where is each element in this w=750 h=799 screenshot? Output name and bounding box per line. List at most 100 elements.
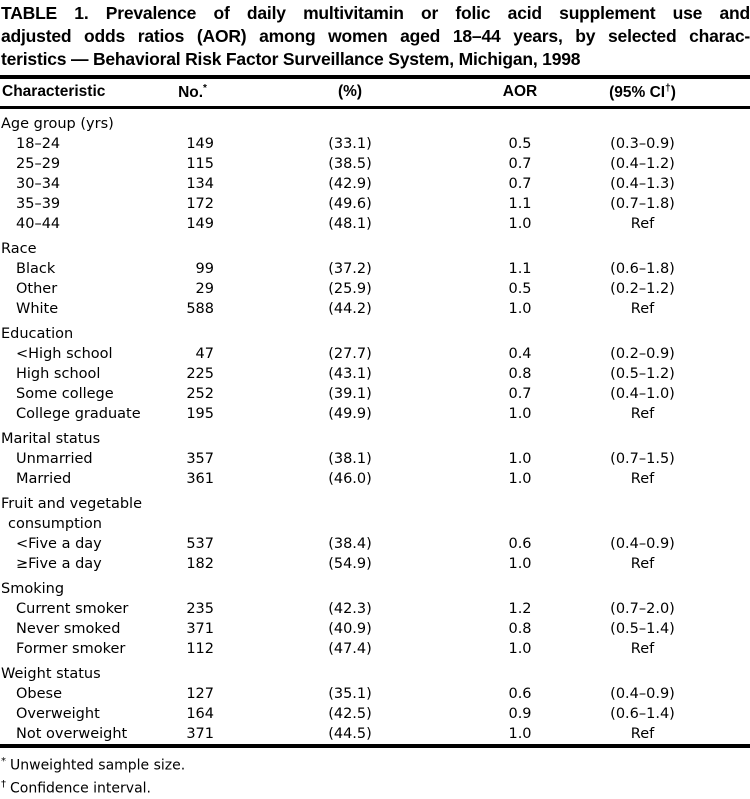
cell-percent: (27.7) — [328, 345, 372, 362]
section-header-row: Weight status — [0, 659, 750, 684]
cell-no: 195 — [186, 405, 214, 422]
cell-characteristic: <High school — [16, 345, 113, 362]
cell-aor: 1.0 — [508, 300, 532, 317]
cell-aor: 0.5 — [508, 280, 532, 297]
cell-percent: (46.0) — [328, 470, 372, 487]
data-table: Characteristic No.* (%) AOR (95% CI†) Ag… — [0, 79, 750, 744]
section-header-row: Smoking — [0, 574, 750, 599]
cell-ci: Ref — [630, 470, 655, 487]
section-header-row: Education — [0, 319, 750, 344]
table-row: Unmarried 357 (38.1) 1.0 (0.7–1.5) — [0, 449, 750, 469]
cell-no: 225 — [186, 365, 214, 382]
cell-percent: (49.6) — [328, 195, 372, 212]
cell-aor: 0.4 — [508, 345, 532, 362]
cell-aor: 0.5 — [508, 135, 532, 152]
cell-characteristic: 18–24 — [16, 135, 61, 152]
cell-no: 182 — [186, 555, 214, 572]
cell-characteristic: 25–29 — [16, 155, 61, 172]
cell-percent: (42.3) — [328, 600, 372, 617]
cell-no: 149 — [186, 215, 214, 232]
cell-no: 115 — [186, 155, 214, 172]
section-label: Race — [1, 240, 37, 257]
cell-ci: Ref — [630, 405, 655, 422]
table-row: White 588 (44.2) 1.0 Ref — [0, 299, 750, 319]
table-row: College graduate 195 (49.9) 1.0 Ref — [0, 404, 750, 424]
cell-characteristic: ≥Five a day — [16, 555, 102, 572]
table-row: High school 225 (43.1) 0.8 (0.5–1.2) — [0, 364, 750, 384]
cell-characteristic: Unmarried — [16, 450, 93, 467]
footnote-marker: * — [1, 755, 6, 767]
cell-characteristic: Not overweight — [16, 725, 128, 742]
cell-aor: 0.7 — [508, 155, 532, 172]
title-line-1: TABLE 1. Prevalence of daily multivitami… — [1, 3, 750, 23]
table-row: Some college 252 (39.1) 0.7 (0.4–1.0) — [0, 384, 750, 404]
cell-percent: (48.1) — [328, 215, 372, 232]
section-header-row: Fruit and vegetable consumption — [0, 489, 750, 534]
cell-no: 112 — [186, 640, 214, 657]
footnote-marker-dagger: † — [665, 82, 671, 94]
table-row: 25–29 115 (38.5) 0.7 (0.4–1.2) — [0, 154, 750, 174]
cell-ci: Ref — [630, 215, 655, 232]
cell-percent: (44.2) — [328, 300, 372, 317]
table-title: TABLE 1. Prevalence of daily multivitami… — [0, 0, 750, 75]
table-row: Former smoker 112 (47.4) 1.0 Ref — [0, 639, 750, 659]
cell-aor: 1.0 — [508, 725, 532, 742]
cell-aor: 1.0 — [508, 405, 532, 422]
cell-aor: 1.0 — [508, 450, 532, 467]
cell-characteristic: High school — [16, 365, 101, 382]
cell-no: 29 — [195, 280, 214, 297]
footnote-text: Confidence interval. — [10, 780, 151, 797]
cell-percent: (39.1) — [328, 385, 372, 402]
cell-ci: Ref — [630, 640, 655, 657]
section-label: Marital status — [1, 430, 101, 447]
section-label: Fruit and vegetable consumption — [1, 495, 142, 532]
cell-characteristic: 35–39 — [16, 195, 61, 212]
cell-no: 172 — [186, 195, 214, 212]
cell-characteristic: Some college — [16, 385, 114, 402]
cell-ci: (0.3–0.9) — [610, 135, 675, 152]
column-header-no: No.* — [165, 79, 220, 109]
cell-percent: (38.4) — [328, 535, 372, 552]
cell-characteristic: Married — [16, 470, 72, 487]
table-row: <Five a day 537 (38.4) 0.6 (0.4–0.9) — [0, 534, 750, 554]
cell-aor: 1.0 — [508, 215, 532, 232]
cell-ci: (0.4–1.0) — [610, 385, 675, 402]
footnote-marker-asterisk: * — [203, 82, 207, 94]
cell-percent: (43.1) — [328, 365, 372, 382]
cell-ci: Ref — [630, 725, 655, 742]
cell-ci: Ref — [630, 300, 655, 317]
cell-aor: 1.1 — [508, 260, 532, 277]
cell-no: 537 — [186, 535, 214, 552]
cell-characteristic: <Five a day — [16, 535, 102, 552]
footnote-confidence-interval: † Confidence interval. — [1, 775, 750, 799]
section-label: Weight status — [1, 665, 101, 682]
cell-ci: (0.5–1.2) — [610, 365, 675, 382]
cell-characteristic: 30–34 — [16, 175, 61, 192]
column-header-percent: (%) — [220, 79, 455, 109]
table-body: Age group (yrs) 18–24 149 (33.1) 0.5 (0.3–0.9… — [0, 107, 750, 744]
cell-percent: (44.5) — [328, 725, 372, 742]
cell-aor: 1.0 — [508, 470, 532, 487]
table-row: Obese 127 (35.1) 0.6 (0.4–0.9) — [0, 684, 750, 704]
cell-percent: (33.1) — [328, 135, 372, 152]
cell-characteristic: Former smoker — [16, 640, 126, 657]
footnote-marker: † — [1, 779, 6, 791]
cell-no: 134 — [186, 175, 214, 192]
cell-aor: 1.1 — [508, 195, 532, 212]
cell-characteristic: Obese — [16, 685, 63, 702]
cell-ci: (0.5–1.4) — [610, 620, 675, 637]
footnote-text: Unweighted sample size. — [10, 757, 186, 774]
cell-ci: Ref — [630, 555, 655, 572]
cell-percent: (54.9) — [328, 555, 372, 572]
column-header-ci: (95% CI†) — [585, 79, 750, 109]
cell-percent: (37.2) — [328, 260, 372, 277]
cell-ci: (0.2–1.2) — [610, 280, 675, 297]
cell-aor: 1.0 — [508, 555, 532, 572]
cell-no: 149 — [186, 135, 214, 152]
cell-characteristic: Other — [16, 280, 58, 297]
title-line-3: teristics — Behavioral Risk Factor Surve… — [1, 49, 581, 69]
cell-characteristic: Never smoked — [16, 620, 121, 637]
table-row: <High school 47 (27.7) 0.4 (0.2–0.9) — [0, 344, 750, 364]
cell-aor: 0.7 — [508, 385, 532, 402]
